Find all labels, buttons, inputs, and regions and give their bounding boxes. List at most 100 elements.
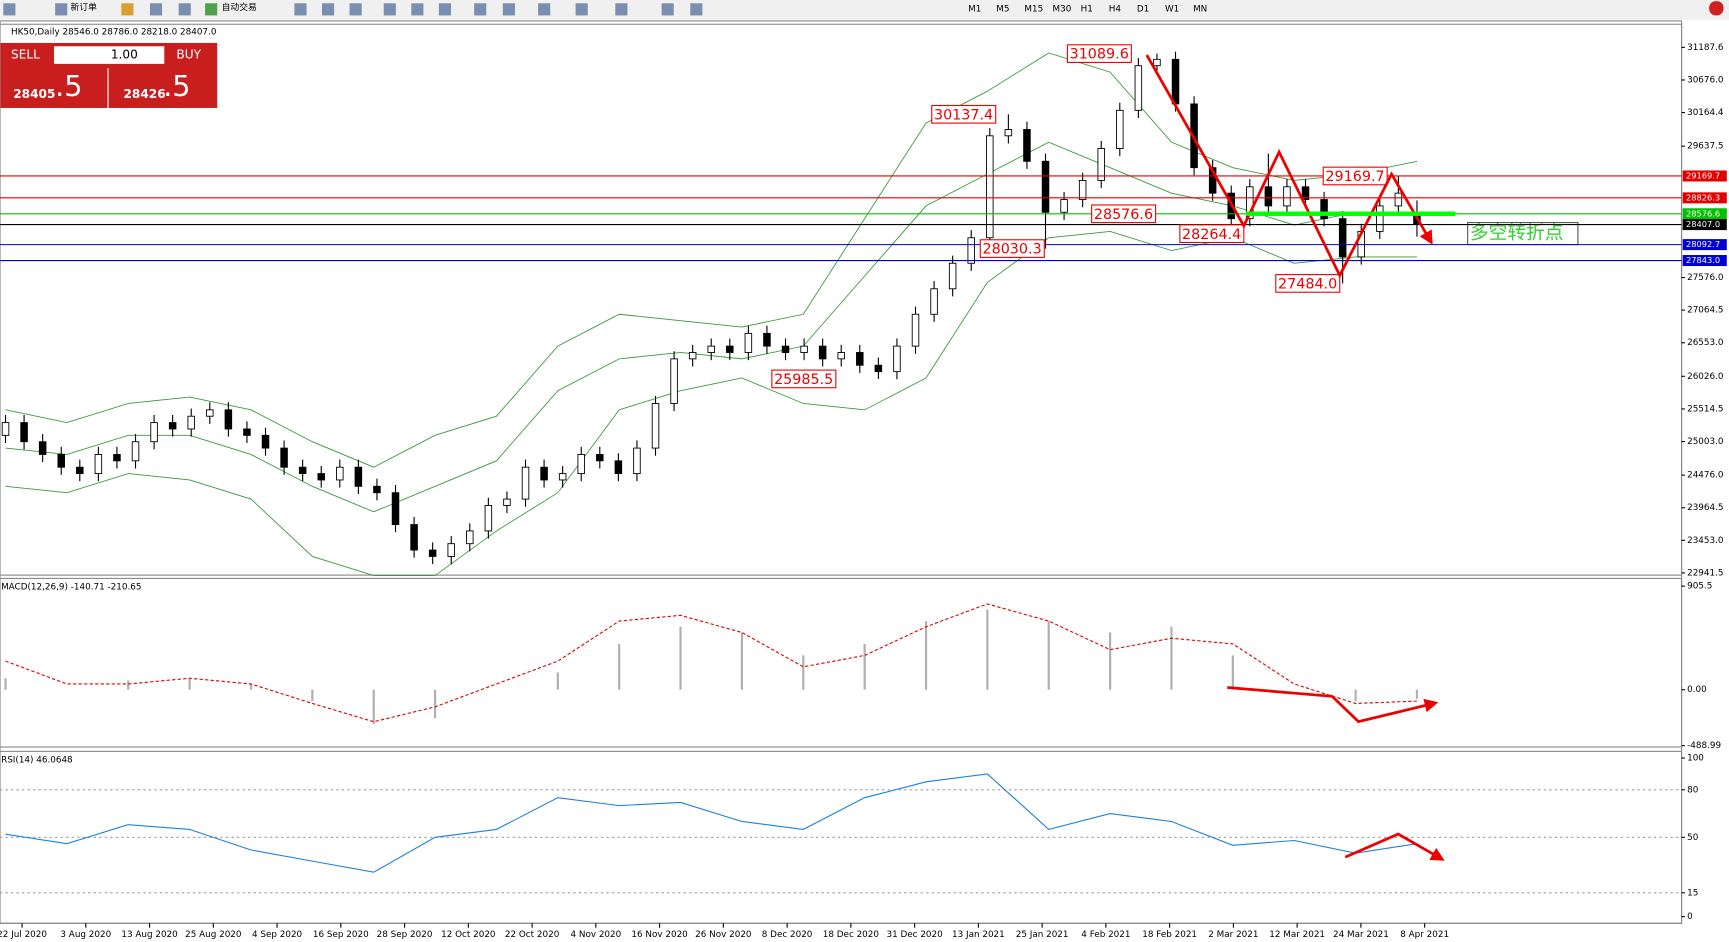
timeframe[interactable]: M30 — [1053, 4, 1072, 14]
annotation: 29169.7 — [1325, 169, 1384, 185]
candle-body — [1041, 160, 1050, 213]
y-tick-label: 26553.0 — [1687, 338, 1724, 348]
bollinger-upper — [5, 52, 1418, 468]
candle-body — [1376, 205, 1384, 232]
level-label: 28826.3 — [1686, 192, 1720, 202]
candle-body — [484, 505, 493, 532]
y-tick-label: 30164.4 — [1687, 108, 1724, 118]
chart-title: HK50,Daily 28546.0 28786.0 28218.0 28407… — [11, 27, 217, 37]
buy-button[interactable]: BUY — [176, 48, 201, 62]
candle-body — [391, 492, 400, 526]
buy-pips[interactable]: .5 — [163, 69, 190, 103]
candle-body — [150, 422, 158, 443]
annotation-box — [1322, 166, 1388, 186]
x-tick-label: 24 Mar 2021 — [1333, 930, 1389, 940]
y-tick-label: 26026.0 — [1687, 372, 1724, 382]
x-tick-label: 25 Jan 2021 — [1016, 930, 1069, 940]
y-tick-label: 31187.6 — [1687, 43, 1724, 53]
x-tick-label: 22 Jul 2020 — [0, 930, 47, 940]
timeframe[interactable]: D1 — [1137, 4, 1149, 14]
candle-body — [168, 422, 177, 430]
lot-box[interactable] — [54, 46, 165, 64]
candle-body — [1264, 186, 1273, 207]
level-tag — [1682, 239, 1727, 251]
candle-body — [224, 409, 233, 430]
candle-body — [76, 466, 84, 475]
x-tick-label: 26 Nov 2020 — [695, 930, 752, 940]
note: 多空转折点 — [1470, 223, 1564, 244]
toolbar-icons — [3, 1, 1724, 16]
buy-price[interactable]: 28426 — [124, 87, 166, 101]
level-label: 28407.0 — [1686, 219, 1720, 229]
x-tick-label: 25 Aug 2020 — [185, 930, 242, 940]
candle-body — [633, 447, 641, 475]
candle-body — [428, 549, 437, 557]
pane-title: RSI(14) 46.0648 — [1, 756, 73, 766]
annotation-box — [1066, 44, 1132, 63]
timeframe[interactable]: M1 — [968, 4, 981, 14]
y-tick-label: 27064.5 — [1687, 306, 1723, 316]
sell-price[interactable]: 28405 — [13, 87, 55, 101]
candle-body — [930, 288, 938, 315]
candle-body — [558, 473, 567, 481]
chart-frame — [0, 20, 1683, 924]
x-tick-label: 4 Nov 2020 — [570, 930, 621, 940]
candle-body — [131, 441, 140, 462]
annotation: 30137.4 — [934, 107, 993, 123]
level-tag — [1682, 170, 1727, 182]
candle-body — [1004, 128, 1013, 137]
y-tick-label: -488.99 — [1687, 741, 1721, 751]
y-tick-label: 23453.0 — [1687, 536, 1724, 546]
toolbar-item[interactable]: 新订单 — [71, 1, 98, 13]
candle-body — [1171, 58, 1180, 105]
timeframe[interactable]: H1 — [1081, 4, 1093, 14]
timeframe[interactable]: M5 — [996, 4, 1009, 14]
level-label: 28576.6 — [1686, 208, 1720, 218]
candle-body — [1, 422, 10, 436]
x-tick-label: 4 Sep 2020 — [252, 930, 303, 940]
candle-body — [707, 345, 715, 353]
candle-body — [1078, 179, 1087, 200]
candle-body — [1023, 128, 1031, 162]
timeframe[interactable]: W1 — [1165, 4, 1179, 14]
timeframe[interactable]: MN — [1193, 4, 1207, 14]
candle-body — [948, 262, 957, 290]
sell-button[interactable]: SELL — [11, 48, 40, 62]
candle-body — [763, 332, 771, 347]
y-tick-label: 50 — [1687, 833, 1699, 843]
y-tick-label: 30676.0 — [1687, 75, 1724, 85]
x-tick-label: 12 Oct 2020 — [441, 930, 496, 940]
candle-body — [1153, 58, 1161, 67]
level-label: 27843.0 — [1686, 255, 1720, 265]
x-tick-label: 2 Mar 2021 — [1208, 930, 1258, 940]
y-tick-label: 25514.5 — [1687, 404, 1723, 414]
x-tick-label: 4 Feb 2021 — [1081, 930, 1130, 940]
level-tag — [1682, 208, 1727, 220]
candle-body — [856, 352, 864, 366]
candle-body — [373, 485, 381, 494]
x-tick-label: 18 Dec 2020 — [823, 930, 880, 940]
timeframe[interactable]: H4 — [1109, 4, 1122, 14]
lot[interactable]: 1.00 — [111, 48, 138, 62]
sell-pips[interactable]: .5 — [55, 69, 82, 103]
candle-body — [540, 466, 548, 481]
annotation-box — [979, 239, 1045, 258]
level-tag — [1682, 255, 1727, 267]
level-tag — [1682, 219, 1727, 231]
y-tick-label: 22941.5 — [1687, 568, 1723, 578]
toolbar-item[interactable]: 自动交易 — [222, 1, 257, 13]
y-tick-label: 0 — [1687, 912, 1693, 922]
candle-body — [521, 466, 530, 500]
candle-body — [243, 428, 251, 436]
candle-body — [1097, 148, 1105, 181]
candle-body — [1134, 65, 1143, 111]
candle-body — [1338, 218, 1347, 258]
candle-body — [577, 454, 585, 475]
timeframe[interactable]: M15 — [1024, 4, 1043, 14]
candle-body — [1320, 199, 1328, 220]
macd-arrow — [1227, 686, 1439, 724]
x-tick-label: 13 Aug 2020 — [121, 930, 178, 940]
candle-body — [967, 237, 975, 264]
x-tick-label: 3 Aug 2020 — [60, 930, 111, 940]
